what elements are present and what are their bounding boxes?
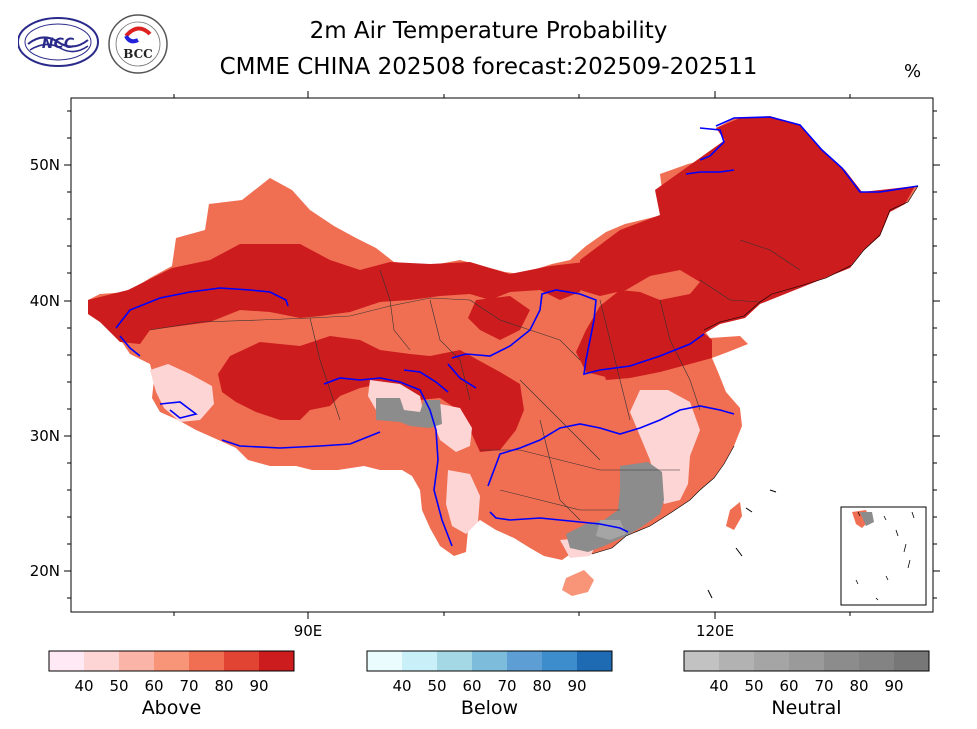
colorbar-swatch bbox=[684, 651, 719, 671]
lat-label-20n: 20N bbox=[30, 562, 60, 580]
colorbar-tick-label: 80 bbox=[849, 677, 868, 695]
logos: NCC BCC bbox=[18, 14, 168, 74]
colorbar-above: 40 50 60 70 80 90 Above bbox=[48, 650, 295, 719]
lat-label-30n: 30N bbox=[30, 427, 60, 445]
chart-subtitle: CMME CHINA 202508 forecast:202509-202511 bbox=[219, 54, 758, 80]
colorbar-tick-label: 60 bbox=[144, 677, 163, 695]
colorbar-tick-label: 80 bbox=[532, 677, 551, 695]
colorbar-swatch bbox=[259, 651, 294, 671]
colorbar-title: Neutral bbox=[771, 697, 841, 719]
colorbar-swatch bbox=[577, 651, 612, 671]
coastline bbox=[591, 185, 919, 555]
colorbar-swatch bbox=[437, 651, 472, 671]
colorbar-tick-label: 40 bbox=[709, 677, 728, 695]
islands bbox=[707, 489, 777, 599]
colorbar-swatch bbox=[542, 651, 577, 671]
bcc-logo: BCC bbox=[108, 14, 168, 74]
colorbar-swatch bbox=[719, 651, 754, 671]
colorbar-tick-label: 40 bbox=[74, 677, 93, 695]
rivers bbox=[115, 116, 919, 547]
colorbar-title: Below bbox=[461, 697, 518, 719]
prob-90-region bbox=[88, 117, 915, 452]
colorbar-below: 40 50 60 70 80 90 Below bbox=[366, 650, 613, 719]
colorbar-swatch bbox=[859, 651, 894, 671]
ncc-logo-text: NCC bbox=[42, 36, 75, 52]
colorbar-tick-label: 70 bbox=[814, 677, 833, 695]
colorbar-swatch bbox=[472, 651, 507, 671]
colorbar-swatch bbox=[824, 651, 859, 671]
colorbar-tick-label: 90 bbox=[567, 677, 586, 695]
colorbar-swatch bbox=[402, 651, 437, 671]
colorbar-tick-label: 70 bbox=[497, 677, 516, 695]
province-borders bbox=[149, 239, 801, 521]
ncc-logo: NCC bbox=[18, 17, 99, 67]
chart-title: 2m Air Temperature Probability bbox=[309, 18, 668, 44]
colorbar-swatch bbox=[189, 651, 224, 671]
colorbar-swatch bbox=[119, 651, 154, 671]
colorbar-swatch bbox=[84, 651, 119, 671]
colorbar-tick-label: 60 bbox=[779, 677, 798, 695]
colorbar-swatch bbox=[154, 651, 189, 671]
ticks bbox=[64, 91, 940, 619]
unit-label: % bbox=[904, 61, 922, 82]
colorbar-tick-label: 80 bbox=[214, 677, 233, 695]
colorbar-border bbox=[48, 650, 295, 672]
colorbar-title: Above bbox=[142, 697, 202, 719]
colorbar-tick-label: 70 bbox=[179, 677, 198, 695]
colorbar-border bbox=[683, 650, 930, 672]
colorbar-border bbox=[366, 650, 613, 672]
colorbar-swatch bbox=[754, 651, 789, 671]
inset-map bbox=[840, 506, 927, 606]
lon-label-120e: 120E bbox=[696, 622, 734, 640]
bcc-logo-text: BCC bbox=[123, 47, 152, 61]
colorbar-tick-label: 50 bbox=[109, 677, 128, 695]
colorbar-tick-label: 50 bbox=[427, 677, 446, 695]
colorbar-swatch bbox=[367, 651, 402, 671]
colorbar-swatch bbox=[894, 651, 929, 671]
colorbar-tick-label: 90 bbox=[249, 677, 268, 695]
colorbar-tick-label: 60 bbox=[462, 677, 481, 695]
colorbar-swatch bbox=[49, 651, 84, 671]
lat-label-50n: 50N bbox=[30, 156, 60, 174]
colorbar-swatch bbox=[507, 651, 542, 671]
colorbar-neutral: 40 50 60 70 80 90 Neutral bbox=[683, 650, 930, 719]
colorbar-swatch bbox=[789, 651, 824, 671]
colorbar-tick-label: 50 bbox=[744, 677, 763, 695]
colorbar-tick-label: 90 bbox=[884, 677, 903, 695]
colorbar-tick-label: 40 bbox=[392, 677, 411, 695]
lon-label-90e: 90E bbox=[294, 622, 323, 640]
colorbar-swatch bbox=[224, 651, 259, 671]
lat-label-40n: 40N bbox=[30, 292, 60, 310]
